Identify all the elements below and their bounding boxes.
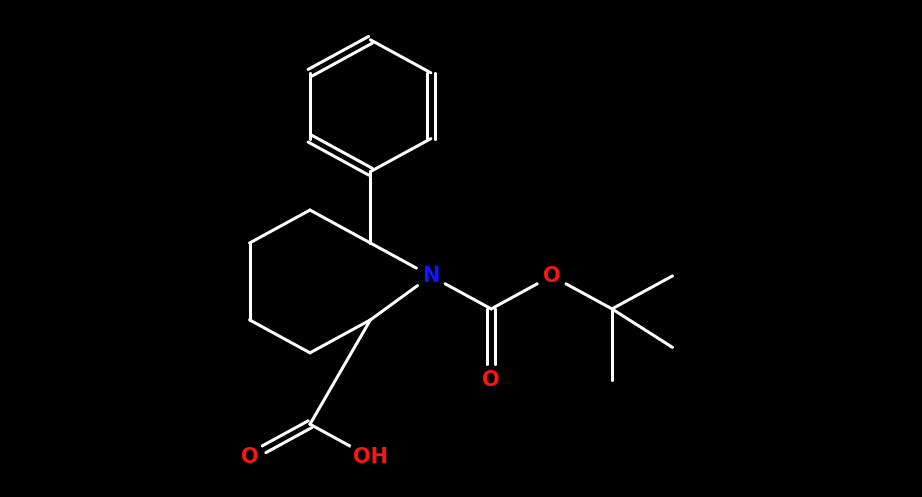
Text: O: O bbox=[543, 266, 561, 286]
Text: OH: OH bbox=[353, 447, 388, 467]
Text: O: O bbox=[482, 370, 500, 390]
Text: N: N bbox=[422, 266, 440, 286]
Text: O: O bbox=[241, 447, 258, 467]
